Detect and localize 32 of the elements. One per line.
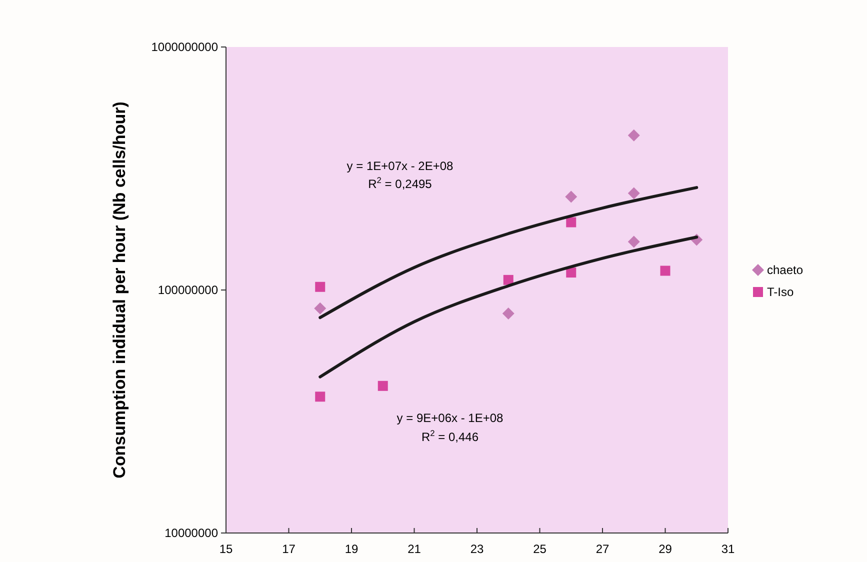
- x-tick-label: 17: [282, 542, 296, 556]
- point: [315, 282, 326, 292]
- x-tick-label: 27: [596, 542, 610, 556]
- point: [565, 190, 578, 203]
- x-tick-label: 29: [658, 542, 672, 556]
- point: [314, 302, 326, 314]
- point: [315, 392, 326, 402]
- legend-label: chaeto: [767, 263, 804, 278]
- y-tick-label: 100000000: [158, 283, 218, 298]
- x-tick-label: 19: [344, 542, 358, 556]
- annotation: R$^{2}$ = 0,446: [421, 428, 479, 444]
- x-tick-label: 23: [470, 542, 484, 556]
- annotation: y = 1E+07x - 2E+08: [346, 159, 454, 173]
- x-tick-label: 21: [408, 542, 422, 556]
- y-tick-label: 10000000: [164, 526, 218, 540]
- point: [628, 129, 640, 142]
- point: [502, 308, 514, 320]
- point: [660, 266, 670, 276]
- point: [628, 187, 640, 200]
- x-tick-label: 15: [219, 542, 233, 556]
- x-tick-label: 31: [721, 542, 735, 556]
- point: [378, 380, 388, 391]
- point: [628, 236, 640, 248]
- annotation: y = 9E+06x - 1E+08: [396, 411, 504, 425]
- annotation: R$^{2}$ = 0,2495: [368, 175, 432, 191]
- point: [503, 274, 514, 285]
- y-axis-title: Consumption indidual per hour (Nb cells/hour): [110, 102, 129, 478]
- legend-label: T-Iso: [767, 285, 794, 300]
- y-tick-label: 1000000000: [151, 40, 218, 54]
- x-tick-label: 25: [533, 542, 547, 556]
- point: [566, 217, 576, 228]
- point: [566, 268, 576, 278]
